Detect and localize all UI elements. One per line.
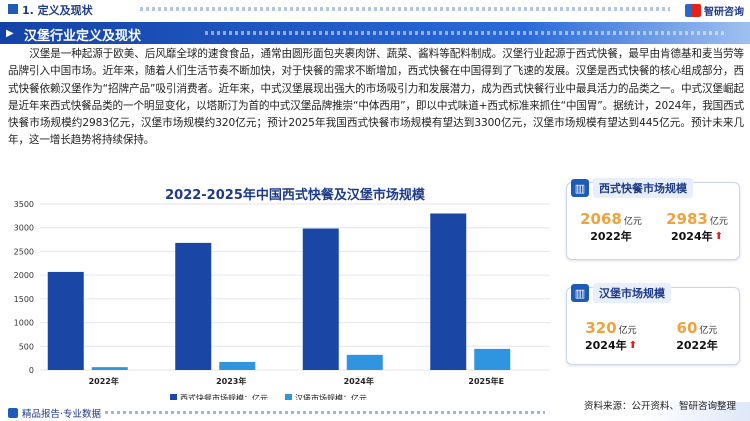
stat-year: 2024年 ⬆ [657,228,737,244]
logo-text: 智研咨询 [704,7,744,18]
title-banner: ▶ 汉堡行业定义及现状 [0,22,750,44]
decorative-stripes [140,7,670,11]
y-tick-label: 2500 [14,247,34,256]
stat-unit: 亿元 [699,326,718,336]
x-tick-label: 2022年 [89,376,119,386]
stat-right: 60 亿元 2022年 [657,318,737,353]
stat-year-label: 2024年 [670,230,713,243]
stat-year: 2024年 ⬆ [571,337,651,353]
report-icon [8,408,18,418]
panel-header: ▥ 西式快餐市场规模 [571,177,693,199]
market-size-bar-chart: 0 500 1000 1500 2000 2500 3000 3500 2022年 2023年 20… [14,200,550,400]
y-tick-label: 500 [19,342,34,351]
western-fastfood-panel: ▥ 西式快餐市场规模 2068 亿元 2022年 2983 亿元 2024年 ⬆ [566,178,740,260]
arrow-icon: ▶ [6,28,14,39]
stat-unit: 亿元 [618,326,637,336]
decorative-stripes [205,31,725,35]
stat-year-label: 2022年 [590,230,632,243]
footer-label: 精品报告·专业数据 [8,406,101,420]
stat-year-label: 2024年 [584,339,627,352]
y-tick-label: 1000 [14,319,34,328]
stat-left: 320 亿元 2024年 ⬆ [571,318,651,353]
stat-value: 320 [585,319,617,337]
x-tick-label: 2025年E [468,376,504,386]
up-arrow-icon: ⬆ [714,230,723,242]
stat-year: 2022年 [571,228,651,244]
stat-value: 60 [676,319,698,337]
x-tick-label: 2023年 [216,376,246,386]
x-tick-label: 2024年 [344,376,374,386]
stat-left: 2068 亿元 2022年 [571,209,651,244]
brand-logo: 智研咨询 [685,3,744,18]
burger-market-panel: ▥ 汉堡市场规模 320 亿元 2024年 ⬆ 60 亿元 2022年 [566,283,740,365]
legend-label: 西式快餐市场规模：亿元 [180,393,268,400]
bar-burger [346,354,383,370]
legend-label: 汉堡市场规模：亿元 [295,393,367,400]
y-tick-label: 3000 [14,224,34,233]
stat-unit: 亿元 [623,217,642,227]
section-marker-icon [8,4,18,14]
watermark [640,402,750,421]
panel-title: 西式快餐市场规模 [593,178,693,198]
intro-paragraph: 汉堡是一种起源于欧美、后风靡全球的速食食品，通常由圆形面包夹裹肉饼、蔬菜、酱料等… [8,48,744,147]
bar-chart-icon: ▥ [571,179,589,197]
y-tick-label: 2000 [14,271,34,280]
bar-western-fastfood [47,271,84,370]
source-note: 资料来源：公开资料、智研咨询整理 [583,401,736,412]
chart-title: 2022-2025年中国西式快餐及汉堡市场规模 [165,188,425,203]
stat-right: 2983 亿元 2024年 ⬆ [657,209,737,244]
legend-swatch [285,394,292,400]
bar-burger [219,361,256,370]
top-bar: 1. 定义及现状 智研咨询 [0,0,750,22]
panel-title: 汉堡市场规模 [593,283,671,303]
bar-western-fastfood [175,242,212,370]
bar-western-fastfood [430,213,467,370]
y-tick-label: 3500 [14,200,34,209]
bar-western-fastfood [302,228,339,370]
stat-value: 2983 [666,210,708,228]
bar-burger [91,367,128,370]
bar-chart-icon: ▥ [571,284,589,302]
stat-value: 2068 [580,210,622,228]
stat-year-label: 2022年 [676,339,718,352]
stat-unit: 亿元 [709,217,728,227]
footer-text: 精品报告·专业数据 [22,409,102,420]
stat-year: 2022年 [657,337,737,353]
y-tick-label: 0 [29,366,34,375]
legend-swatch [170,394,177,400]
bar-burger [474,348,511,370]
section-title: 1. 定义及现状 [22,4,93,17]
up-arrow-icon: ⬆ [628,339,637,351]
y-tick-label: 1500 [14,295,34,304]
decorative-stripes [105,411,545,414]
logo-icon [685,4,701,17]
panel-header: ▥ 汉堡市场规模 [571,282,671,304]
page-title: 汉堡行业定义及现状 [24,29,142,44]
